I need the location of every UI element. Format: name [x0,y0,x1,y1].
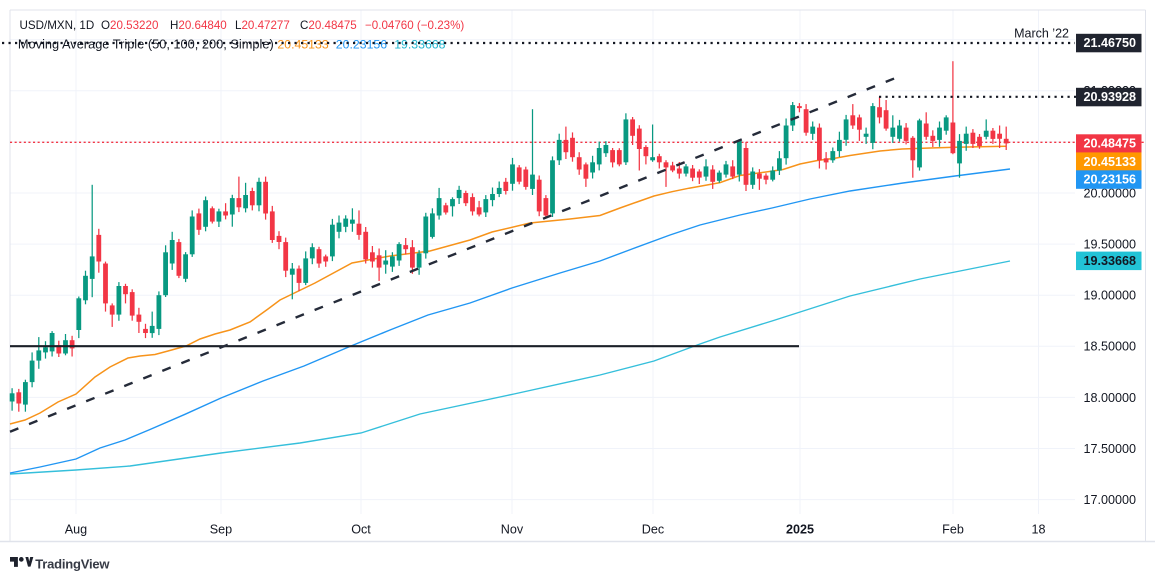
svg-text:20.48475: 20.48475 [1083,137,1136,151]
svg-text:20.23156: 20.23156 [336,38,387,52]
svg-text:Oct: Oct [351,522,371,536]
svg-text:Aug: Aug [65,522,87,536]
svg-text:Sep: Sep [210,522,232,536]
svg-text:−0.04760 (−0.23%): −0.04760 (−0.23%) [365,19,464,32]
svg-text:TradingView: TradingView [35,556,110,571]
svg-text:18.00000: 18.00000 [1083,391,1136,405]
svg-text:20.23156: 20.23156 [1083,173,1136,187]
svg-text:20.45133: 20.45133 [277,38,328,52]
svg-text:18.50000: 18.50000 [1083,340,1136,354]
svg-text:20.00000: 20.00000 [1083,186,1136,200]
svg-text:USD/MXN, 1D: USD/MXN, 1D [20,19,95,32]
svg-text:17.00000: 17.00000 [1083,493,1136,507]
svg-text:Feb: Feb [942,522,964,536]
svg-text:O20.53220: O20.53220 [101,19,158,32]
svg-text:L20.47277: L20.47277 [235,19,290,32]
svg-text:19.33668: 19.33668 [1083,254,1136,268]
svg-text:H20.64840: H20.64840 [170,19,227,32]
svg-text:17.50000: 17.50000 [1083,442,1136,456]
svg-text:20.45133: 20.45133 [1083,155,1136,169]
svg-text:2025: 2025 [786,522,814,536]
svg-text:19.50000: 19.50000 [1083,238,1136,252]
svg-text:20.93928: 20.93928 [1083,90,1136,104]
svg-text:19.33668: 19.33668 [394,38,445,52]
svg-text:18: 18 [1031,522,1045,536]
svg-text:March ’22: March ’22 [1014,26,1069,40]
svg-text:19.00000: 19.00000 [1083,289,1136,303]
svg-text:C20.48475: C20.48475 [300,19,357,32]
svg-text:21.46750: 21.46750 [1083,36,1136,50]
svg-text:Nov: Nov [501,522,524,536]
svg-text:Dec: Dec [642,522,664,536]
